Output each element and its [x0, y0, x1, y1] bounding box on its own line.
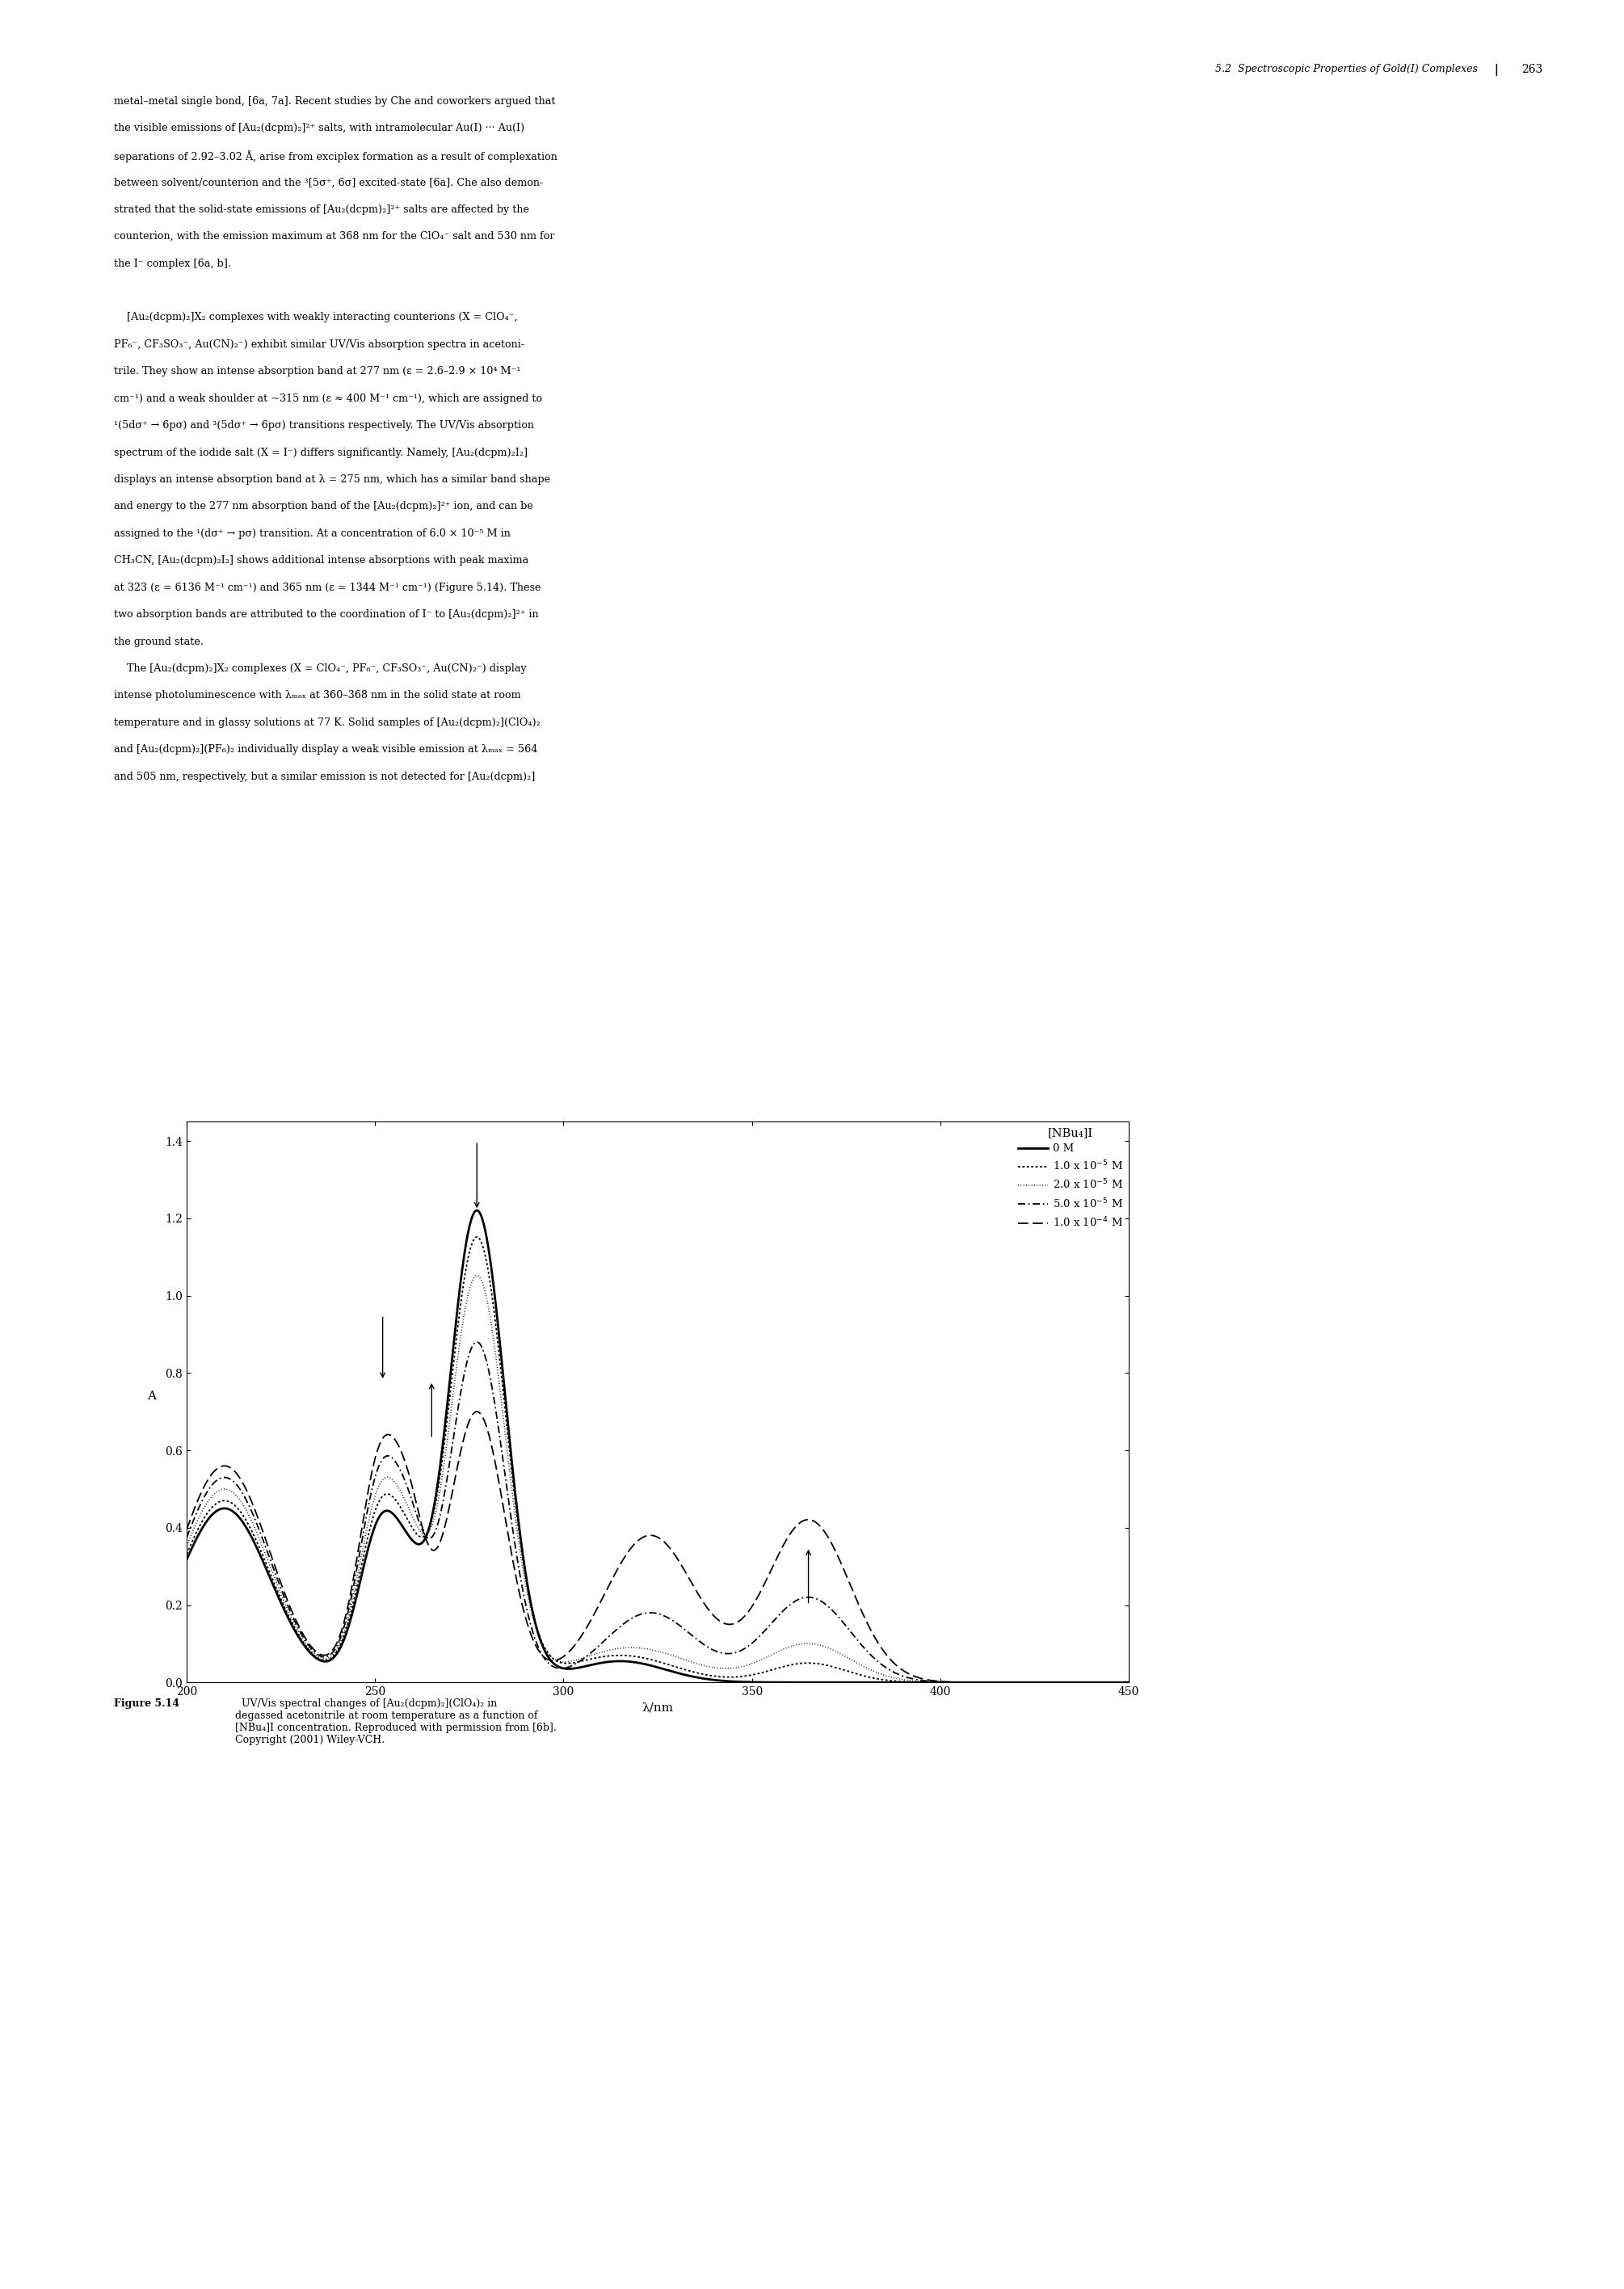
Text: between solvent/counterion and the ³[5σ⁺, 6σ] excited-state [6a]. Che also demon: between solvent/counterion and the ³[5σ⁺… [114, 176, 542, 188]
Text: and energy to the 277 nm absorption band of the [Au₂(dcpm)₂]²⁺ ion, and can be: and energy to the 277 nm absorption band… [114, 501, 533, 513]
Text: The [Au₂(dcpm)₂]X₂ complexes (X = ClO₄⁻, PF₆⁻, CF₃SO₃⁻, Au(CN)₂⁻) display: The [Au₂(dcpm)₂]X₂ complexes (X = ClO₄⁻,… [114, 664, 526, 673]
Text: separations of 2.92–3.02 Å, arise from exciplex formation as a result of complex: separations of 2.92–3.02 Å, arise from e… [114, 151, 557, 163]
Text: ¹(5dσ⁺ → 6pσ) and ³(5dσ⁺ → 6pσ) transitions respectively. The UV/Vis absorption: ¹(5dσ⁺ → 6pσ) and ³(5dσ⁺ → 6pσ) transiti… [114, 421, 534, 430]
Text: and 505 nm, respectively, but a similar emission is not detected for [Au₂(dcpm)₂: and 505 nm, respectively, but a similar … [114, 771, 534, 783]
Text: cm⁻¹) and a weak shoulder at ~315 nm (ε ≈ 400 M⁻¹ cm⁻¹), which are assigned to: cm⁻¹) and a weak shoulder at ~315 nm (ε … [114, 394, 542, 403]
Y-axis label: A: A [148, 1392, 156, 1401]
Text: strated that the solid-state emissions of [Au₂(dcpm)₂]²⁺ salts are affected by t: strated that the solid-state emissions o… [114, 204, 529, 215]
Text: CH₃CN, [Au₂(dcpm)₂I₂] shows additional intense absorptions with peak maxima: CH₃CN, [Au₂(dcpm)₂I₂] shows additional i… [114, 556, 528, 565]
Text: PF₆⁻, CF₃SO₃⁻, Au(CN)₂⁻) exhibit similar UV/Vis absorption spectra in acetoni-: PF₆⁻, CF₃SO₃⁻, Au(CN)₂⁻) exhibit similar… [114, 339, 525, 350]
Text: counterion, with the emission maximum at 368 nm for the ClO₄⁻ salt and 530 nm fo: counterion, with the emission maximum at… [114, 231, 554, 243]
Text: intense photoluminescence with λₘₐₓ at 360–368 nm in the solid state at room: intense photoluminescence with λₘₐₓ at 3… [114, 691, 521, 700]
Text: the I⁻ complex [6a, b].: the I⁻ complex [6a, b]. [114, 259, 231, 268]
Text: displays an intense absorption band at λ = 275 nm, which has a similar band shap: displays an intense absorption band at λ… [114, 474, 551, 485]
Text: 5.2  Spectroscopic Properties of Gold(I) Complexes: 5.2 Spectroscopic Properties of Gold(I) … [1215, 64, 1478, 76]
Text: trile. They show an intense absorption band at 277 nm (ε = 2.6–2.9 × 10⁴ M⁻¹: trile. They show an intense absorption b… [114, 366, 520, 378]
Text: |: | [1491, 64, 1499, 76]
Text: temperature and in glassy solutions at 77 K. Solid samples of [Au₂(dcpm)₂](ClO₄): temperature and in glassy solutions at 7… [114, 716, 541, 728]
Text: UV/Vis spectral changes of [Au₂(dcpm)₂](ClO₄)₂ in
degassed acetonitrile at room : UV/Vis spectral changes of [Au₂(dcpm)₂](… [235, 1698, 557, 1744]
Text: [Au₂(dcpm)₂]X₂ complexes with weakly interacting counterions (X = ClO₄⁻,: [Au₂(dcpm)₂]X₂ complexes with weakly int… [114, 311, 518, 323]
Legend: 0 M, 1.0 x 10$^{-5}$ M, 2.0 x 10$^{-5}$ M, 5.0 x 10$^{-5}$ M, 1.0 x 10$^{-4}$ M: 0 M, 1.0 x 10$^{-5}$ M, 2.0 x 10$^{-5}$ … [1018, 1126, 1124, 1229]
X-axis label: λ/nm: λ/nm [641, 1703, 674, 1714]
Text: 263: 263 [1522, 64, 1543, 76]
Text: the ground state.: the ground state. [114, 636, 203, 648]
Text: two absorption bands are attributed to the coordination of I⁻ to [Au₂(dcpm)₂]²⁺ : two absorption bands are attributed to t… [114, 609, 539, 620]
Text: spectrum of the iodide salt (X = I⁻) differs significantly. Namely, [Au₂(dcpm)₂I: spectrum of the iodide salt (X = I⁻) dif… [114, 446, 528, 458]
Text: assigned to the ¹(dσ⁺ → pσ) transition. At a concentration of 6.0 × 10⁻⁵ M in: assigned to the ¹(dσ⁺ → pσ) transition. … [114, 529, 510, 538]
Text: metal–metal single bond, [6a, 7a]. Recent studies by Che and coworkers argued th: metal–metal single bond, [6a, 7a]. Recen… [114, 96, 555, 108]
Text: and [Au₂(dcpm)₂](PF₆)₂ individually display a weak visible emission at λₘₐₓ = 56: and [Au₂(dcpm)₂](PF₆)₂ individually disp… [114, 744, 538, 755]
Text: at 323 (ε = 6136 M⁻¹ cm⁻¹) and 365 nm (ε = 1344 M⁻¹ cm⁻¹) (Figure 5.14). These: at 323 (ε = 6136 M⁻¹ cm⁻¹) and 365 nm (ε… [114, 581, 541, 593]
Text: the visible emissions of [Au₂(dcpm)₂]²⁺ salts, with intramolecular Au(I) ··· Au(: the visible emissions of [Au₂(dcpm)₂]²⁺ … [114, 124, 525, 133]
Text: Figure 5.14: Figure 5.14 [114, 1698, 179, 1710]
